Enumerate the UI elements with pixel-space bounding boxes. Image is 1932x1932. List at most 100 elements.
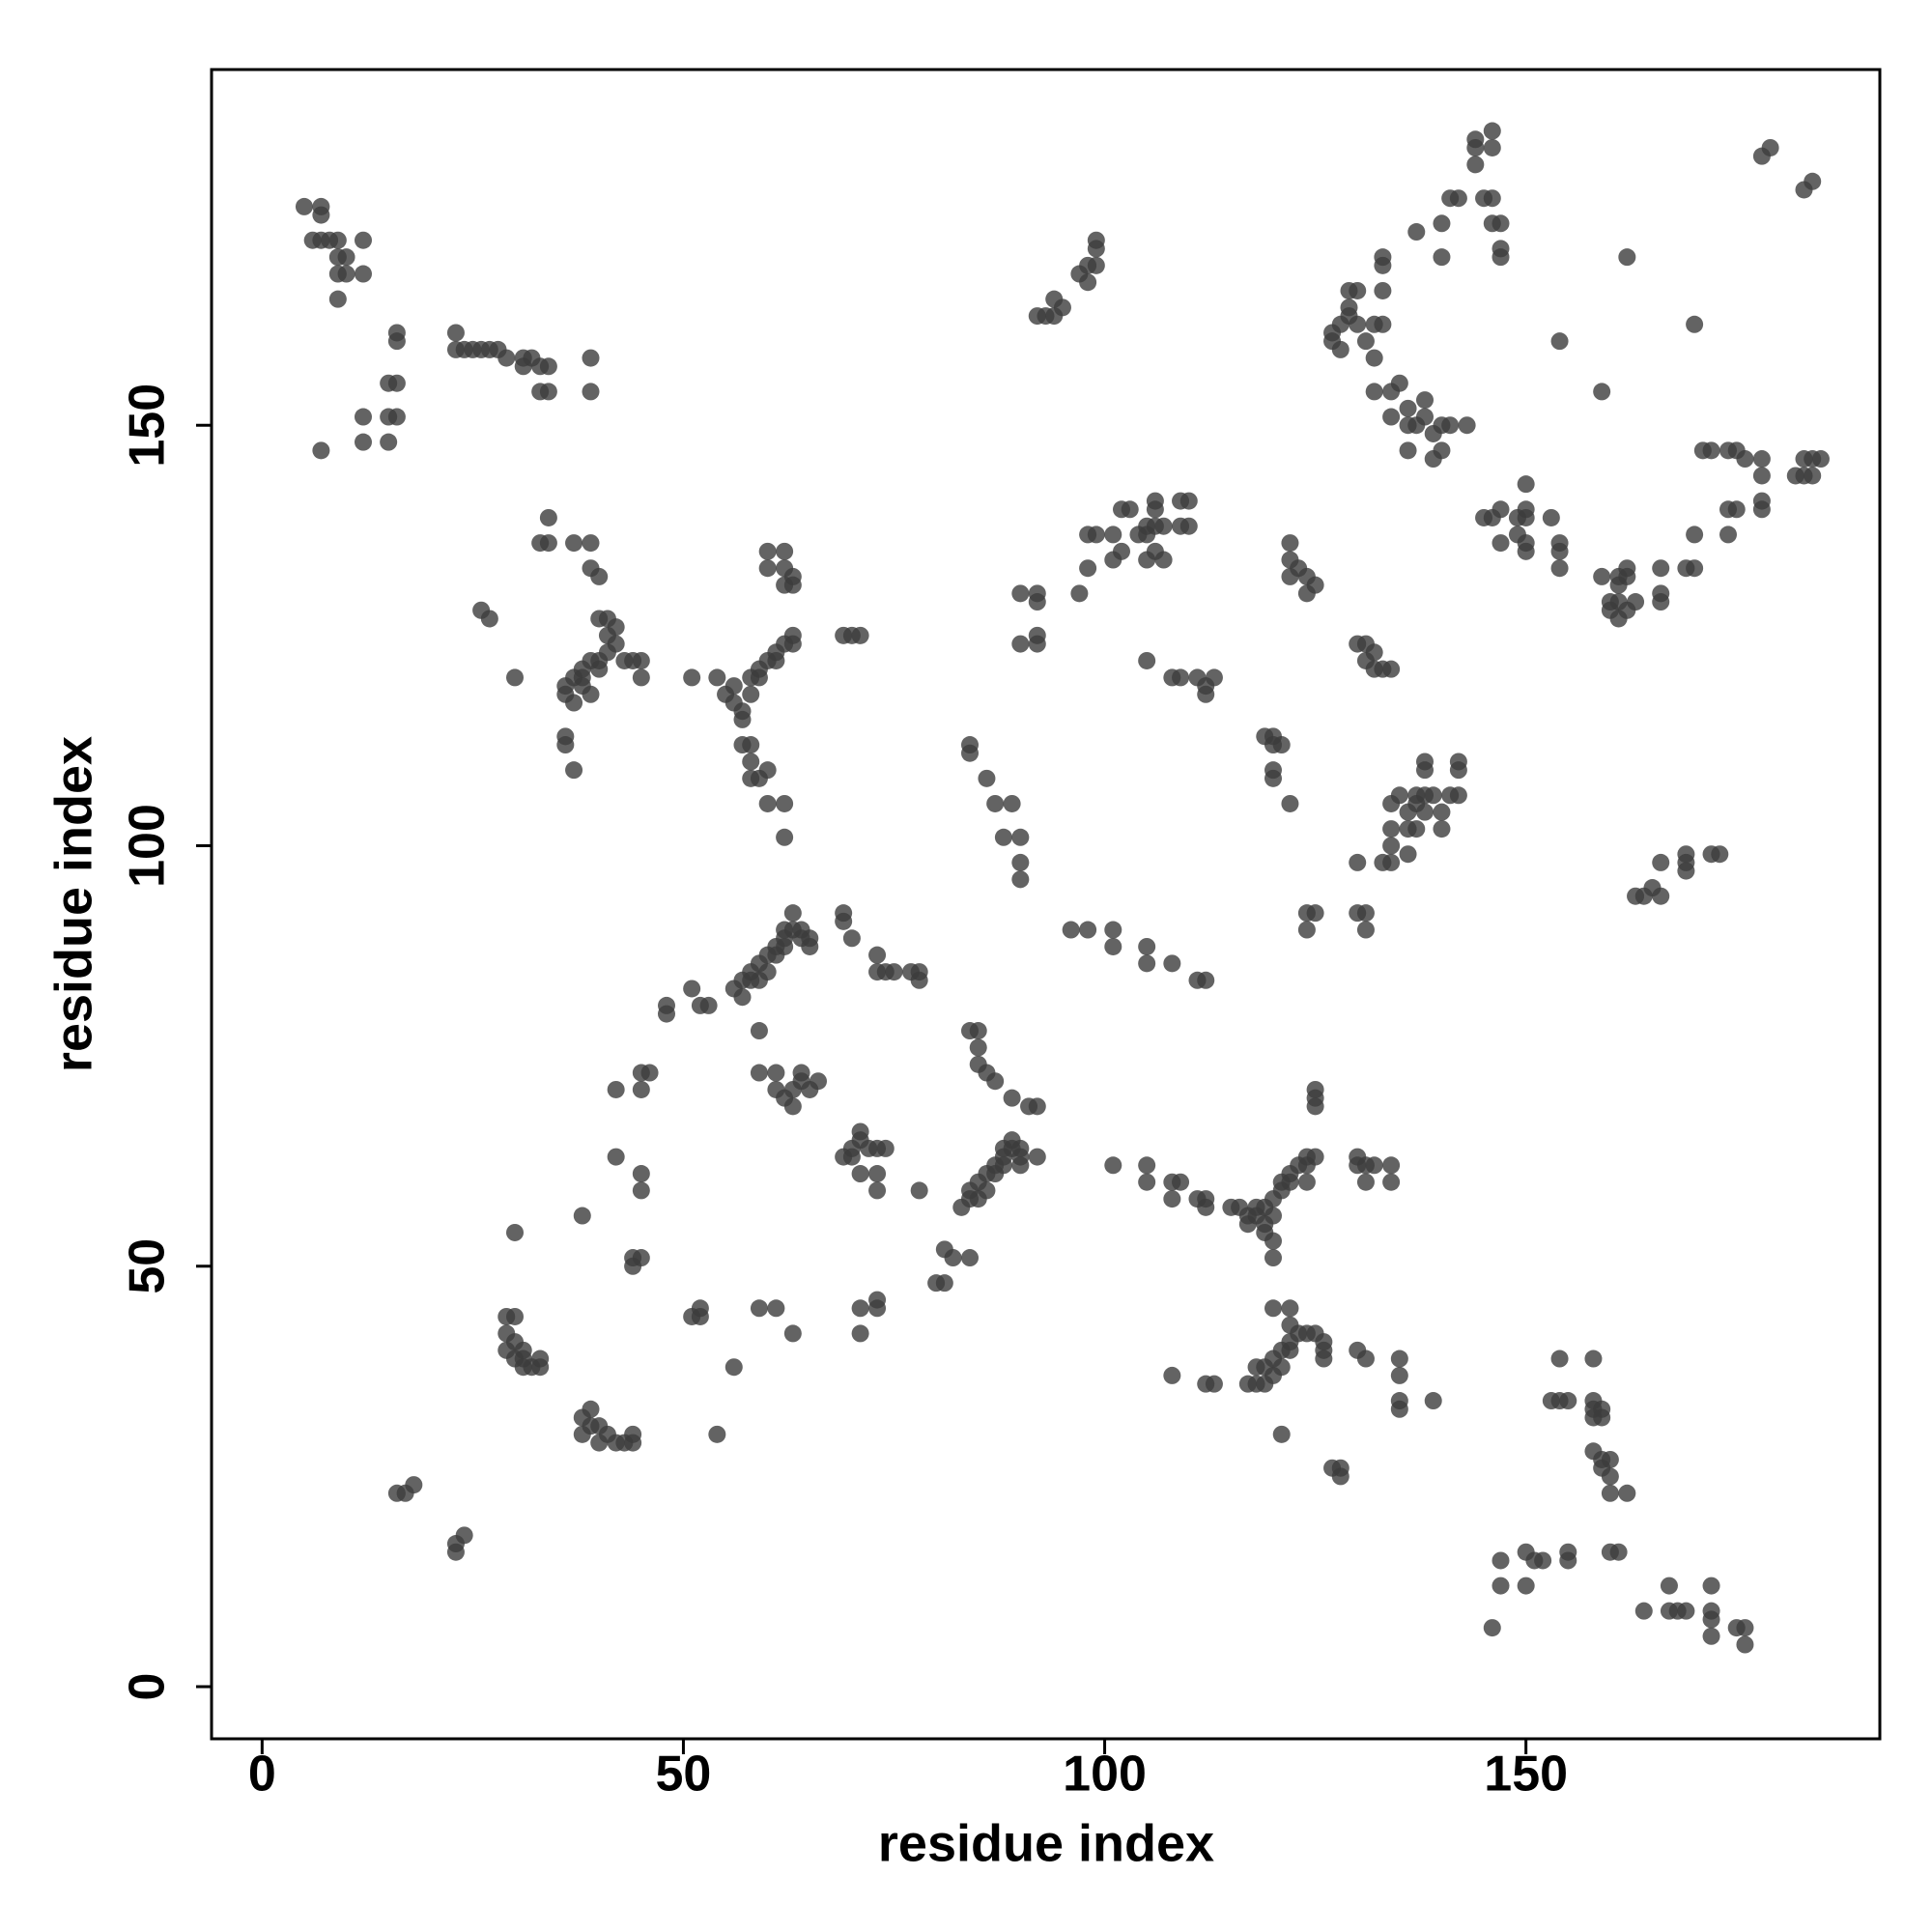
plot-frame [210, 68, 1882, 1741]
point [582, 383, 600, 401]
point [607, 1148, 625, 1166]
point [1028, 593, 1046, 611]
point [539, 508, 557, 526]
point [1550, 559, 1569, 578]
point [1374, 281, 1392, 299]
point [1686, 526, 1704, 544]
point [1652, 887, 1670, 905]
point [1138, 1173, 1156, 1191]
point [1584, 1350, 1603, 1368]
point [776, 542, 794, 560]
point [514, 357, 532, 376]
point [767, 1064, 785, 1082]
point [868, 1165, 887, 1183]
point [590, 660, 609, 678]
point [868, 1181, 887, 1200]
point [387, 408, 406, 426]
point [328, 231, 347, 249]
point [1390, 374, 1408, 392]
point [1382, 660, 1401, 678]
point [1349, 315, 1367, 333]
point [1752, 492, 1771, 510]
point [1652, 559, 1670, 578]
point [446, 1543, 465, 1561]
point [724, 1358, 743, 1377]
point [582, 1400, 600, 1418]
point [1281, 794, 1299, 812]
point [405, 1476, 423, 1494]
point [1433, 441, 1451, 460]
point [632, 668, 650, 687]
point [1382, 1156, 1401, 1175]
point [1374, 315, 1392, 333]
point [758, 794, 777, 812]
point [573, 1207, 591, 1225]
point [986, 794, 1005, 812]
point [1070, 584, 1089, 603]
point [691, 1299, 709, 1318]
point [1517, 508, 1535, 526]
point [1559, 1551, 1577, 1570]
point [1264, 1232, 1282, 1250]
point [607, 635, 625, 653]
point [355, 408, 372, 426]
point [506, 668, 524, 687]
point [1053, 298, 1071, 317]
point [910, 1181, 928, 1200]
point [380, 433, 398, 451]
point [1297, 1173, 1316, 1191]
point [1138, 954, 1156, 973]
point [1104, 1156, 1122, 1175]
point [758, 542, 777, 560]
point [1559, 1392, 1577, 1410]
point [1811, 450, 1830, 469]
point [1079, 273, 1097, 292]
point [1492, 534, 1510, 553]
point [783, 1097, 802, 1116]
point [1652, 853, 1670, 871]
point [1492, 500, 1510, 519]
point [312, 441, 330, 460]
y-tick-label: 150 [120, 384, 176, 468]
point [1382, 820, 1401, 838]
point [851, 626, 869, 644]
point [1138, 651, 1156, 669]
point [1154, 551, 1173, 569]
point [1011, 828, 1030, 846]
point [1121, 500, 1139, 519]
point [1652, 584, 1670, 603]
point [1416, 753, 1434, 771]
point [1179, 492, 1198, 510]
point [640, 1064, 659, 1082]
point [1702, 1577, 1720, 1595]
point [1416, 803, 1434, 821]
point [1315, 1350, 1333, 1368]
y-tick-label: 50 [120, 1238, 176, 1294]
point [1677, 1602, 1695, 1620]
point [1356, 1173, 1375, 1191]
x-tick-label: 150 [1484, 1747, 1568, 1803]
point [1702, 441, 1720, 460]
point [1113, 542, 1130, 560]
point [1349, 1148, 1367, 1166]
point [1390, 1350, 1408, 1368]
point [1281, 1299, 1299, 1318]
point [1483, 138, 1501, 156]
point [1356, 1350, 1375, 1368]
point [1424, 1392, 1442, 1410]
point [1686, 559, 1704, 578]
point [1011, 1156, 1030, 1175]
point [994, 828, 1012, 846]
point [1795, 450, 1813, 469]
point [1349, 853, 1367, 871]
point [455, 1526, 473, 1545]
point [750, 1064, 768, 1082]
point [1390, 1400, 1408, 1418]
x-tick-label: 0 [248, 1747, 276, 1803]
point [876, 1139, 895, 1157]
point [783, 626, 802, 644]
point [1466, 156, 1485, 174]
point [724, 677, 743, 696]
point [1087, 256, 1105, 274]
point [851, 1165, 869, 1183]
